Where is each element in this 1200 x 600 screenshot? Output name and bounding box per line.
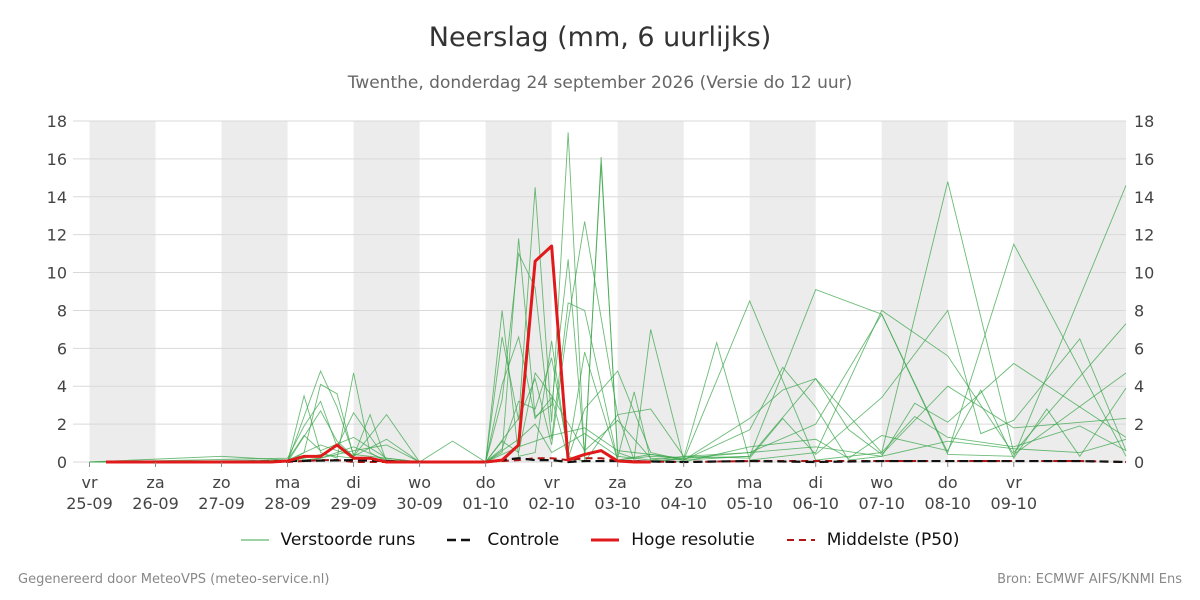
y-tick-right-0: 0: [1134, 453, 1144, 472]
y-tick-left-14: 14: [47, 188, 67, 207]
y-tick-left-6: 6: [57, 339, 67, 358]
x-tick-day-25-09: vr: [81, 473, 97, 492]
shaded-band-6: [881, 121, 948, 462]
series-line-middelste-p50-: [106, 457, 1127, 463]
x-tick-day-01-10: do: [476, 473, 496, 492]
legend-label-control: Controle: [487, 530, 560, 550]
legend-label-ensemble: Verstoorde runs: [280, 530, 416, 550]
legend-swatch-median: [786, 539, 815, 541]
chart-subtitle: Twenthe, donderdag 24 september 2026 (Ve…: [347, 73, 853, 93]
shaded-band-5: [749, 121, 816, 462]
legend-item-median[interactable]: Middelste (P50): [786, 530, 960, 550]
legend-item-ensemble[interactable]: Verstoorde runs: [240, 530, 416, 550]
shaded-band-3: [485, 121, 552, 462]
y-tick-right-12: 12: [1134, 226, 1154, 245]
shaded-band-4: [617, 121, 684, 462]
legend-swatch-ensemble: [240, 539, 269, 541]
shaded-band-0: [89, 121, 156, 462]
legend-label-highres: Hoge resolutie: [631, 530, 755, 550]
x-tick-date-03-10: 03-10: [594, 494, 641, 513]
x-tick-date-26-09: 26-09: [132, 494, 179, 513]
y-tick-left-4: 4: [57, 377, 67, 396]
chart-legend: Verstoorde runs Controle Hoge resolutie …: [0, 530, 1200, 550]
x-tick-date-28-09: 28-09: [264, 494, 311, 513]
chart-title: Neerslag (mm, 6 uurlijks): [428, 22, 772, 53]
legend-label-median: Middelste (P50): [826, 530, 960, 550]
precipitation-chart: 0 0 2 2 4 4 6 6 8 8 10 10 12 12 14 14 16 16 18 18 vr 25-09 za 2…: [47, 112, 1155, 513]
x-tick-day-28-09: ma: [275, 473, 300, 492]
series-line-hoge-resolutie: [106, 244, 651, 464]
x-tick-day-08-10: do: [938, 473, 958, 492]
y-tick-left-10: 10: [47, 264, 67, 283]
x-tick-date-25-09: 25-09: [66, 494, 113, 513]
x-tick-day-07-10: wo: [870, 473, 893, 492]
shaded-band-2: [353, 121, 420, 462]
x-tick-date-07-10: 07-10: [858, 494, 905, 513]
main-series-lines: [106, 244, 1127, 464]
x-tick-date-05-10: 05-10: [726, 494, 773, 513]
y-tick-left-2: 2: [57, 415, 67, 434]
x-tick-day-26-09: za: [146, 473, 164, 492]
legend-swatch-highres: [591, 538, 620, 542]
x-tick-date-01-10: 01-10: [462, 494, 509, 513]
weekend-bands: [89, 121, 1126, 462]
x-tick-date-29-09: 29-09: [330, 494, 377, 513]
x-tick-date-08-10: 08-10: [924, 494, 971, 513]
x-tick-date-04-10: 04-10: [660, 494, 707, 513]
x-tick-day-02-10: vr: [544, 473, 560, 492]
x-tick-day-09-10: vr: [1006, 473, 1022, 492]
y-tick-left-8: 8: [57, 301, 67, 320]
legend-item-highres[interactable]: Hoge resolutie: [591, 530, 755, 550]
x-tick-date-06-10: 06-10: [792, 494, 839, 513]
ensemble-run-1: [89, 132, 1127, 463]
legend-swatch-control: [447, 538, 476, 542]
axis-ticks: 0 0 2 2 4 4 6 6 8 8 10 10 12 12 14 14 16 16 18 18 vr 25-09 za 2…: [47, 112, 1155, 513]
x-tick-day-27-09: zo: [212, 473, 230, 492]
x-tick-day-30-09: wo: [408, 473, 431, 492]
ensemble-run-5: [89, 335, 1127, 463]
y-tick-left-0: 0: [57, 453, 67, 472]
x-tick-date-30-09: 30-09: [396, 494, 443, 513]
x-tick-day-04-10: zo: [675, 473, 693, 492]
y-tick-right-6: 6: [1134, 339, 1144, 358]
y-tick-right-2: 2: [1134, 415, 1144, 434]
y-tick-right-4: 4: [1134, 377, 1144, 396]
y-tick-right-10: 10: [1134, 264, 1154, 283]
series-line-controle: [106, 457, 1127, 464]
y-tick-right-18: 18: [1134, 112, 1154, 131]
x-tick-date-02-10: 02-10: [528, 494, 575, 513]
ensemble-run-8: [89, 387, 1127, 463]
legend-item-control[interactable]: Controle: [447, 530, 559, 550]
y-tick-right-8: 8: [1134, 301, 1144, 320]
y-tick-left-18: 18: [47, 112, 67, 131]
y-tick-right-16: 16: [1134, 150, 1154, 169]
footer-credit: Gegenereerd door MeteoVPS (meteo-service…: [18, 572, 330, 587]
x-tick-day-29-09: di: [346, 473, 361, 492]
shaded-band-1: [221, 121, 288, 462]
x-tick-day-06-10: di: [808, 473, 823, 492]
ensemble-run-7: [89, 371, 1127, 463]
y-tick-left-12: 12: [47, 226, 67, 245]
footer-source: Bron: ECMWF AIFS/KNMI Ens: [997, 572, 1182, 587]
ensemble-run-9: [89, 427, 1127, 463]
x-tick-day-03-10: za: [609, 473, 627, 492]
y-tick-left-16: 16: [47, 150, 67, 169]
x-tick-date-09-10: 09-10: [991, 494, 1038, 513]
x-tick-date-27-09: 27-09: [198, 494, 245, 513]
y-tick-right-14: 14: [1134, 188, 1154, 207]
x-tick-day-05-10: ma: [737, 473, 762, 492]
